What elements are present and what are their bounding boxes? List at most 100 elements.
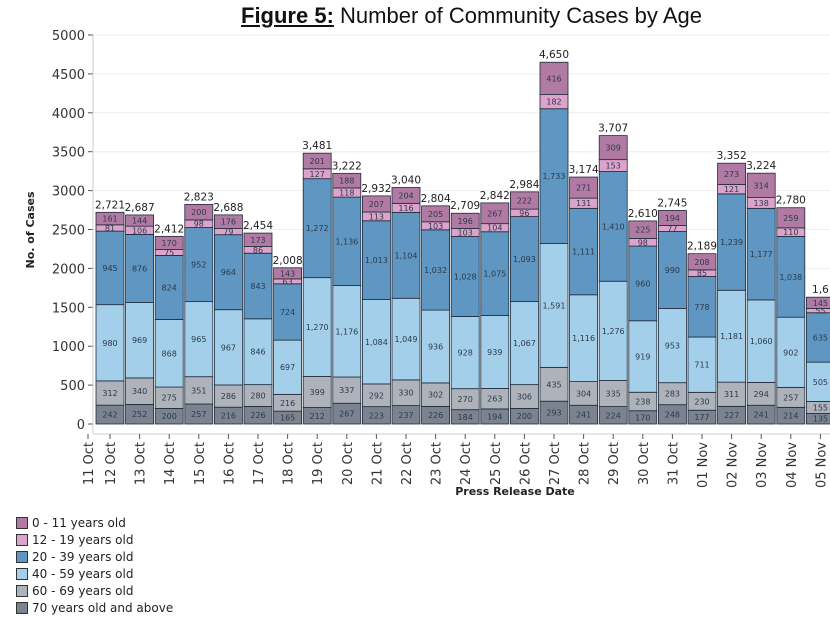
bar-segment [539, 366, 569, 402]
title-text: Number of Community Cases by Age [340, 3, 702, 28]
segment-value-label: 351 [191, 386, 206, 395]
bar-segment [213, 214, 243, 229]
x-tick-label: 01 Nov [696, 442, 711, 488]
bar-segment [213, 309, 243, 386]
bar-segment [539, 108, 569, 244]
bar-segment [125, 377, 154, 405]
segment-value-label: 969 [132, 336, 147, 345]
total-value-label: 3,481 [302, 140, 332, 152]
segment-value-label: 330 [398, 389, 413, 398]
segment-value-label: 113 [369, 212, 384, 221]
total-value-label: 2,709 [450, 200, 480, 212]
segment-value-label: 1,111 [572, 248, 595, 257]
x-tick-label: 02 Nov [726, 442, 741, 488]
bar-segment [450, 212, 480, 229]
segment-value-label: 237 [398, 411, 413, 420]
segment-value-label: 238 [635, 398, 650, 407]
x-axis: 11 Oct 12 Oct 13 Oct 14 Oct 15 Oct 16 Oct 17 O… [82, 433, 830, 488]
y-tick-label: 3000 [52, 185, 85, 200]
y-axis-title: No. of Cases [24, 191, 37, 268]
y-tick-label: 1000 [52, 340, 85, 355]
segment-value-label: 1,038 [779, 273, 802, 282]
legend-swatch [16, 533, 28, 546]
legend-item: 20 - 39 years old [16, 548, 173, 565]
total-value-label: 2,804 [421, 193, 451, 205]
segment-value-label: 312 [102, 389, 117, 398]
legend: 0 - 11 years old 12 - 19 years old 20 - 39… [16, 514, 173, 616]
segment-value-label: 337 [339, 386, 354, 395]
segment-value-label: 1,272 [306, 224, 329, 233]
bar-segment [806, 296, 830, 309]
bar-segment [184, 227, 214, 303]
legend-label: 0 - 11 years old [32, 515, 126, 530]
total-value-label: 2,454 [243, 220, 273, 232]
x-tick-label: 05 Nov [814, 442, 829, 488]
segment-value-label: 902 [783, 348, 798, 357]
segment-value-label: 267 [487, 209, 502, 218]
segment-value-label: 55 [815, 307, 825, 316]
y-tick-label: 1500 [52, 301, 85, 316]
bar-segment [509, 191, 539, 210]
segment-value-label: 824 [162, 283, 177, 292]
bar-segment [184, 203, 214, 221]
bar-segment [95, 230, 125, 306]
bar-segment [509, 301, 539, 386]
segment-value-label: 1,239 [720, 238, 743, 247]
segment-value-label: 1,104 [395, 251, 418, 260]
segment-value-label: 980 [102, 339, 117, 348]
bar-segment [391, 297, 421, 381]
x-axis-title: Press Release Date [455, 485, 575, 498]
segment-value-label: 1,591 [543, 301, 566, 310]
figure-number: Figure 5: [241, 3, 334, 28]
x-tick-label: 11 Oct [82, 442, 97, 485]
bar-stack: 226 302 936 1,032 103 205 2,804 [421, 193, 451, 425]
legend-item: 60 - 69 years old [16, 582, 173, 599]
segment-value-label: 194 [487, 412, 502, 421]
segment-value-label: 505 [813, 378, 828, 387]
bar-segment [391, 187, 421, 204]
total-value-label: 2,687 [125, 202, 155, 214]
y-axis: 0 500 1000 1500 2000 2500 3000 3500 4000 4500 5000 [52, 29, 94, 434]
y-tick-label: 4500 [52, 68, 85, 83]
bar-segment [302, 277, 332, 377]
segment-value-label: 131 [576, 199, 591, 208]
segment-value-label: 144 [132, 217, 147, 226]
segment-value-label: 1,093 [513, 255, 536, 264]
bar-segment [302, 178, 332, 279]
bar-segment [450, 316, 480, 390]
bar-stack: 212 399 1,270 1,272 127 201 3,481 [302, 140, 332, 425]
legend-label: 70 years old and above [32, 600, 174, 615]
bar-segment [746, 299, 776, 383]
segment-value-label: 170 [162, 239, 177, 248]
segment-value-label: 335 [606, 390, 621, 399]
segment-value-label: 960 [635, 279, 650, 288]
segment-value-label: 257 [191, 410, 206, 419]
bar-segment [687, 253, 717, 271]
bar-segment [273, 267, 303, 280]
segment-value-label: 106 [132, 226, 147, 235]
bar-segment [273, 339, 303, 395]
segment-value-label: 75 [164, 248, 174, 257]
chart-title: Figure 5: Number of Community Cases by A… [241, 3, 702, 29]
bar-segment [746, 207, 776, 301]
segment-value-label: 104 [487, 224, 502, 233]
segment-value-label: 263 [487, 395, 502, 404]
y-tick-label: 0 [77, 418, 85, 433]
segment-value-label: 242 [102, 411, 117, 420]
legend-item: 40 - 59 years old [16, 565, 173, 582]
segment-value-label: 843 [250, 282, 265, 291]
bar-segment [628, 320, 658, 393]
legend-swatch [16, 584, 28, 597]
segment-value-label: 96 [519, 209, 529, 218]
segment-value-label: 293 [546, 409, 561, 418]
segment-value-label: 1,176 [335, 327, 358, 336]
bar-stack: 293 435 1,591 1,733 182 416 4,650 [539, 49, 569, 425]
segment-value-label: 1,181 [720, 332, 743, 341]
segment-value-label: 711 [694, 361, 709, 370]
x-tick-label: 31 Oct [666, 442, 681, 485]
x-tick-label: 27 Oct [548, 442, 563, 485]
segment-value-label: 945 [102, 264, 117, 273]
segment-value-label: 145 [813, 299, 828, 308]
